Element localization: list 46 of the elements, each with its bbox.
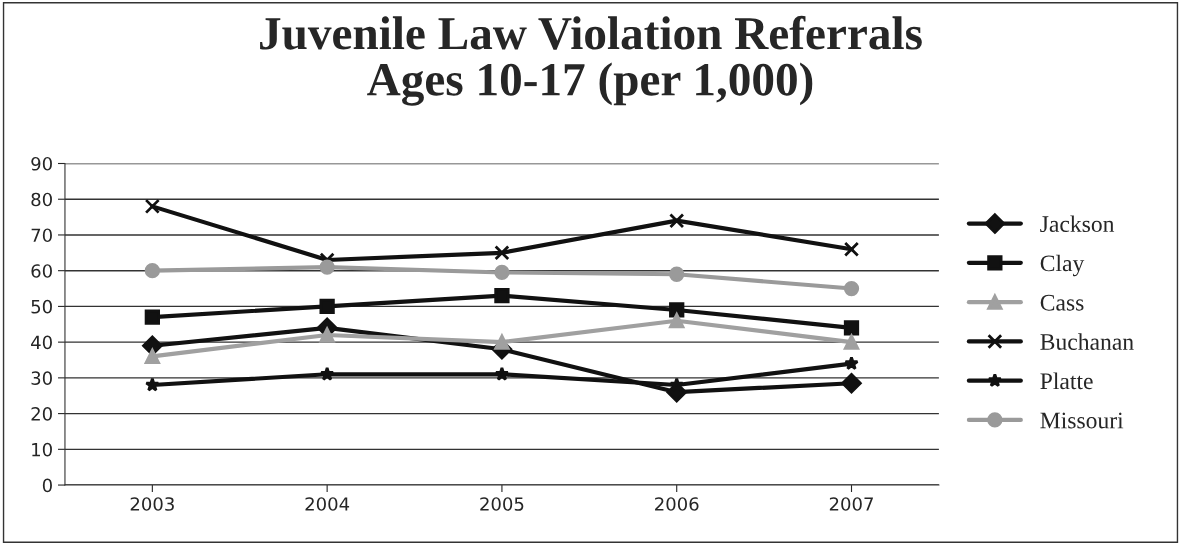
point <box>841 373 862 394</box>
point <box>844 355 859 371</box>
point <box>669 266 685 282</box>
point <box>144 198 160 215</box>
legend-label: Platte <box>1040 372 1093 390</box>
point <box>144 309 160 325</box>
y-tick-label: 10 <box>32 442 52 457</box>
point <box>144 348 160 365</box>
point <box>319 259 335 275</box>
y-tick-label: 40 <box>31 335 52 350</box>
point <box>319 366 335 381</box>
point <box>669 213 685 229</box>
legend-label: Cass <box>1040 294 1084 311</box>
y-tick-label: 0 <box>42 478 52 493</box>
y-tick-label: 30 <box>31 371 52 385</box>
point <box>843 320 860 336</box>
chart-title: Juvenile Law Violation Referrals Ages 10-17 (per 1,000) <box>260 15 922 106</box>
x-tick-label: 2007 <box>829 497 873 511</box>
point <box>669 302 685 318</box>
legend-label: Missouri <box>1040 412 1124 429</box>
x-tick-label: 2004 <box>305 497 350 511</box>
point <box>669 313 685 329</box>
point <box>145 377 160 392</box>
point <box>494 288 510 304</box>
point <box>843 241 860 257</box>
point <box>843 280 860 297</box>
point <box>494 334 510 350</box>
point <box>494 245 510 261</box>
x-tick-label: 2005 <box>480 497 524 511</box>
point <box>319 298 335 315</box>
x-tick-label: 2003 <box>130 497 174 511</box>
y-tick-label: 20 <box>31 407 52 421</box>
point <box>494 366 510 381</box>
point <box>494 264 510 281</box>
point <box>319 327 335 343</box>
point <box>843 334 860 350</box>
legend-label: Jackson <box>1040 215 1115 233</box>
y-tick-label: 70 <box>31 228 52 243</box>
x-tick-label: 2006 <box>655 497 699 511</box>
y-tick-label: 50 <box>31 299 52 314</box>
y-tick-label: 80 <box>31 192 52 207</box>
y-tick-label: 90 <box>31 156 52 171</box>
legend-label: Buchanan <box>1040 333 1134 350</box>
point <box>144 263 160 279</box>
legend-label: Clay <box>1040 254 1085 277</box>
y-tick-label: 60 <box>31 264 52 278</box>
